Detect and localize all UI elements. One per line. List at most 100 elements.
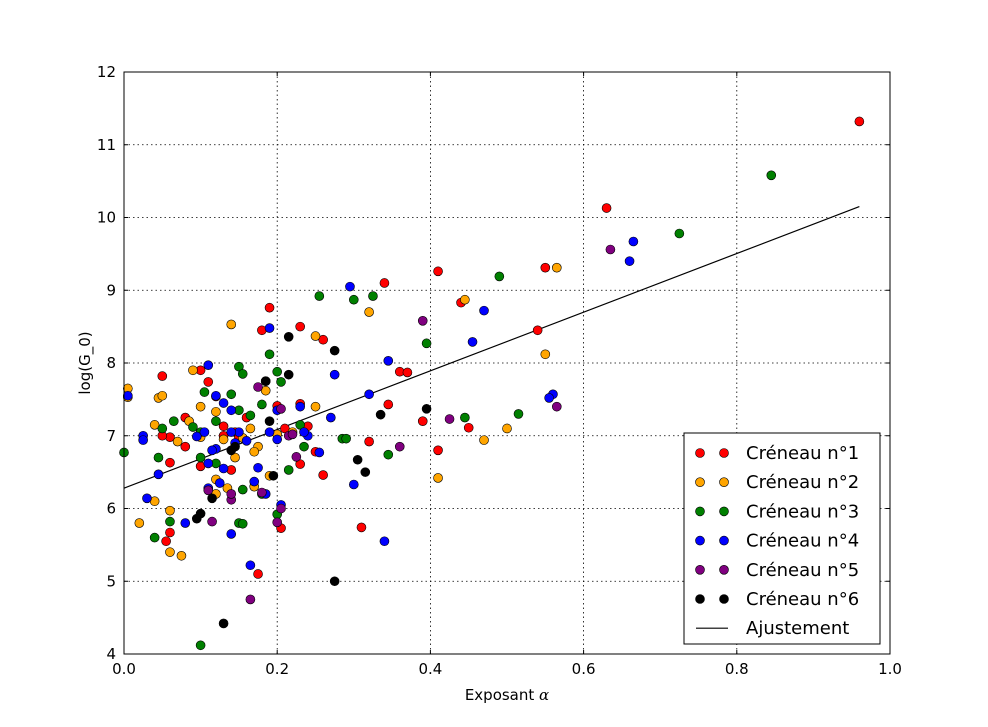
legend-entry-3: Créneau n°3 (695, 501, 859, 522)
data-point (295, 401, 305, 412)
data-point (551, 262, 562, 273)
data-point (291, 452, 302, 462)
data-point (245, 423, 256, 434)
data-point (276, 377, 286, 387)
data-point (211, 390, 221, 401)
data-point (467, 337, 478, 347)
data-point (165, 516, 175, 527)
data-point (329, 345, 340, 356)
data-point (214, 478, 225, 488)
y-tick-label: 12 (97, 63, 116, 81)
data-point (341, 433, 351, 444)
legend-marker (695, 477, 705, 488)
legend-entry-1: Créneau n°1 (695, 443, 859, 464)
data-point (237, 518, 248, 529)
data-point (383, 356, 394, 366)
data-point (348, 294, 359, 305)
legend-marker (719, 448, 729, 458)
data-point (460, 294, 470, 305)
data-point (226, 489, 237, 499)
data-point (180, 518, 191, 528)
series-3 (119, 170, 777, 651)
data-point (123, 390, 133, 401)
axis-ticks (123, 71, 891, 655)
legend-marker (695, 594, 705, 604)
data-point (433, 473, 443, 483)
data-point (314, 291, 325, 301)
legend-label: Créneau n°3 (746, 501, 859, 522)
data-point (268, 470, 279, 481)
data-point (226, 389, 237, 400)
data-point (226, 319, 237, 330)
legend-marker (719, 594, 729, 604)
data-point (191, 513, 202, 524)
legend-label: Créneau n°1 (746, 443, 859, 464)
y-tick-label: 4 (106, 645, 116, 663)
data-point (326, 412, 336, 423)
data-point (218, 463, 229, 474)
data-point (257, 487, 267, 498)
data-point (463, 422, 474, 433)
data-point (283, 332, 294, 342)
y-tick-label: 10 (97, 209, 116, 227)
legend-entry-7: Ajustement (696, 618, 849, 639)
data-point (276, 503, 286, 514)
data-point (138, 435, 148, 445)
data-point (360, 467, 371, 477)
data-point (237, 484, 248, 495)
data-point (444, 414, 455, 424)
x-axis-label: Exposant α (465, 686, 549, 704)
data-point (207, 516, 217, 527)
data-point (241, 436, 252, 446)
data-point (272, 366, 283, 377)
data-point (218, 398, 229, 408)
data-point (368, 291, 378, 301)
x-tick-label: 0.6 (572, 660, 596, 678)
data-point (540, 349, 551, 360)
legend-label: Ajustement (746, 618, 849, 639)
data-point (287, 429, 298, 440)
data-point (272, 517, 283, 528)
data-point (356, 522, 367, 533)
data-point (264, 427, 275, 437)
data-point (364, 436, 374, 447)
data-point (165, 527, 175, 538)
data-point (854, 116, 865, 127)
legend-label: Créneau n°5 (746, 560, 859, 581)
data-point (157, 390, 168, 401)
data-point (211, 406, 221, 417)
data-point (540, 262, 551, 273)
x-axis-label-symbol: α (539, 686, 549, 704)
data-point (314, 447, 325, 458)
data-point (310, 401, 321, 412)
data-point (544, 393, 554, 403)
data-point (264, 323, 275, 333)
data-point (295, 321, 305, 332)
legend-box (683, 432, 881, 645)
data-point (421, 338, 432, 349)
series-5 (203, 244, 616, 605)
data-point (352, 454, 363, 465)
data-point (153, 469, 164, 480)
data-point (226, 427, 237, 437)
data-point (417, 416, 428, 427)
data-point (260, 385, 271, 396)
data-point (157, 371, 168, 381)
data-point (601, 203, 612, 213)
data-point (134, 518, 145, 528)
data-point (494, 271, 505, 282)
data-point (502, 423, 512, 434)
y-axis-label: log(G_0) (76, 331, 95, 394)
data-point (433, 266, 443, 277)
data-point (211, 416, 221, 427)
data-point (195, 452, 206, 463)
y-tick-label: 5 (106, 572, 116, 590)
data-point (180, 441, 191, 452)
legend-entry-2: Créneau n°2 (695, 472, 859, 493)
data-point (249, 476, 260, 487)
data-point (383, 399, 394, 410)
data-point (165, 457, 175, 468)
data-point (318, 334, 328, 345)
data-point (157, 423, 168, 434)
